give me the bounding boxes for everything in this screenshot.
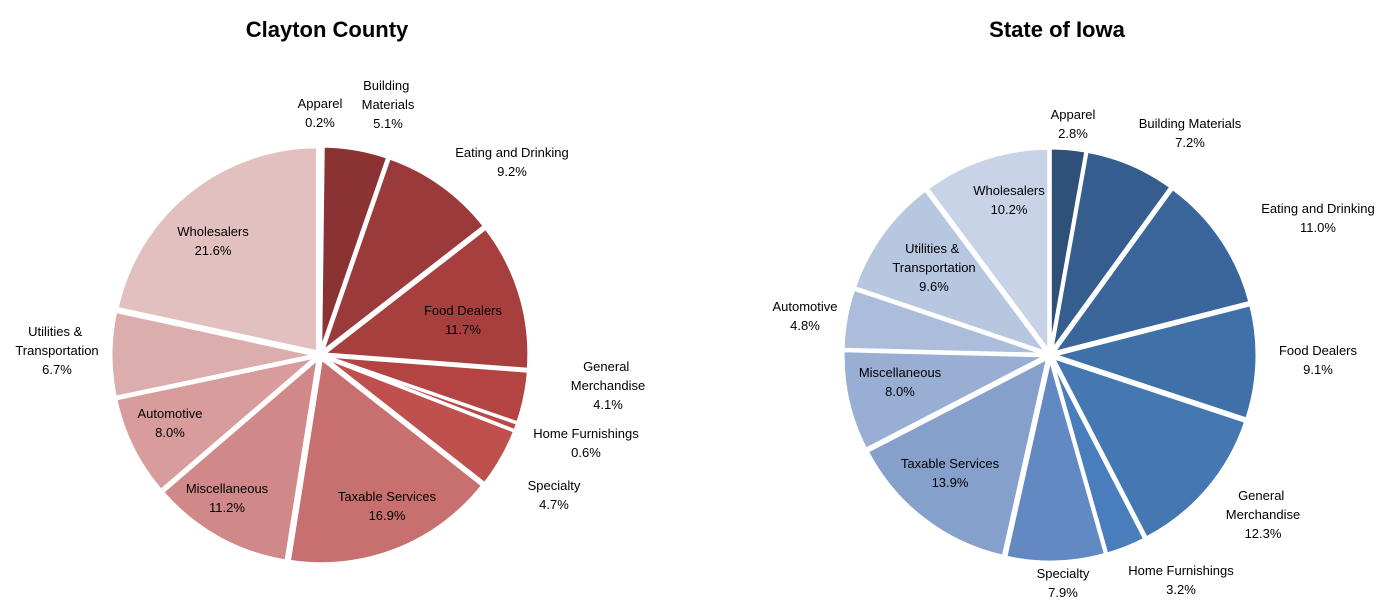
value-label: 7.9% [1048,585,1078,600]
pie-slice [1050,355,1248,540]
slice-label: General Merchandise [571,359,645,393]
value-label: 16.9% [369,508,406,523]
slice-label: Eating and Drinking [455,145,568,160]
label-line: Building [363,78,413,93]
value-label: 8.0% [155,425,185,440]
pie-slice [1050,149,1173,353]
slice-label: Automotive [772,299,837,314]
label-line: Eating and Drinking [1261,201,1374,216]
pie-slice [115,145,319,354]
slice-label: Apparel [1051,107,1096,122]
pie-slice [1048,302,1259,421]
label-line: Apparel [1051,107,1096,122]
value-label: 11.2% [209,500,245,515]
value-label: 8.0% [885,384,915,399]
slice-label: Taxable Services [338,489,437,504]
value-label: 4.1% [593,397,623,412]
value-label: 4.7% [539,497,569,512]
label-line: Transportation [892,260,975,275]
value-label: 2.8% [1058,126,1088,141]
label-line: Transportation [15,343,98,358]
label-line: Taxable Services [901,456,1000,471]
label-line: Apparel [298,96,343,111]
slice-label: Utilities & Transportation [892,241,975,275]
slice-label: Food Dealers [1279,343,1358,358]
slice-label: Miscellaneous [859,365,942,380]
slice-label: Miscellaneous [186,481,269,496]
label-line: Specialty [528,478,581,493]
slice-label: General Merchandise [1226,488,1300,522]
label-line: Automotive [772,299,837,314]
value-label: 0.6% [571,445,601,460]
pie-slice [852,187,1051,356]
slice-label: Eating and Drinking [1261,201,1374,216]
value-label: 9.6% [919,279,949,294]
label-line: Food Dealers [1279,343,1358,358]
slice-label: Utilities & Transportation [15,324,98,358]
label-line: Eating and Drinking [455,145,568,160]
label-line: Specialty [1037,566,1090,581]
pie-slice [1004,358,1108,564]
value-label: 0.2% [305,115,335,130]
label-line: Building Materials [1139,116,1242,131]
label-line: Wholesalers [177,224,249,239]
label-line: Merchandise [571,378,645,393]
value-label: 3.2% [1166,582,1196,597]
value-label: 5.1% [373,116,403,131]
label-line: Miscellaneous [859,365,942,380]
label-line: Wholesalers [973,183,1045,198]
label-line: Merchandise [1226,507,1300,522]
value-label: 11.7% [445,322,481,337]
pie-slice [319,156,487,357]
pie-slice [109,309,317,399]
value-label: 10.2% [991,202,1028,217]
value-label: 12.3% [1245,526,1282,541]
pie-slice [160,354,321,563]
slice-label: Building Materials [1139,116,1242,131]
slice-label: Specialty [528,478,581,493]
value-label: 7.2% [1175,135,1205,150]
value-label: 6.7% [42,362,72,377]
label-line: Taxable Services [338,489,437,504]
value-label: 4.8% [790,318,820,333]
value-label: 13.9% [932,475,969,490]
slice-label: Wholesalers [973,183,1045,198]
pie-slice [287,355,485,566]
label-line: Materials [362,97,415,112]
label-line: Utilities & [28,324,86,339]
label-line: General [1238,488,1288,503]
value-label: 11.0% [1300,220,1336,235]
chart-title: State of Iowa [989,17,1125,42]
label-line: General [583,359,633,374]
slice-label: Taxable Services [901,456,1000,471]
slice-label: Wholesalers [177,224,249,239]
label-line: Home Furnishings [533,426,639,441]
pie-slice [319,144,390,352]
value-label: 21.6% [195,243,232,258]
pie-slice [319,226,531,371]
slice-label: Food Dealers [424,303,503,318]
slice-label: Building Materials [362,78,415,112]
slice-label: Apparel [298,96,343,111]
value-label: 9.1% [1303,362,1333,377]
slice-label: Automotive [137,406,202,421]
slice-label: Specialty [1037,566,1090,581]
label-line: Miscellaneous [186,481,269,496]
pie-slice [925,146,1051,356]
pie-slice [322,355,517,486]
pie-slice [841,287,1047,356]
pie-slice [865,355,1050,559]
slice-label: Home Furnishings [533,426,639,441]
label-line: Automotive [137,406,202,421]
label-line: Utilities & [905,241,963,256]
chart-title: Clayton County [246,17,409,42]
value-label: 9.2% [497,164,527,179]
slice-label: Home Furnishings [1128,563,1234,578]
label-line: Home Furnishings [1128,563,1234,578]
label-line: Food Dealers [424,303,503,318]
pie-slice [114,355,318,493]
pie-slice [841,349,1047,452]
pie-slice [1049,186,1252,356]
